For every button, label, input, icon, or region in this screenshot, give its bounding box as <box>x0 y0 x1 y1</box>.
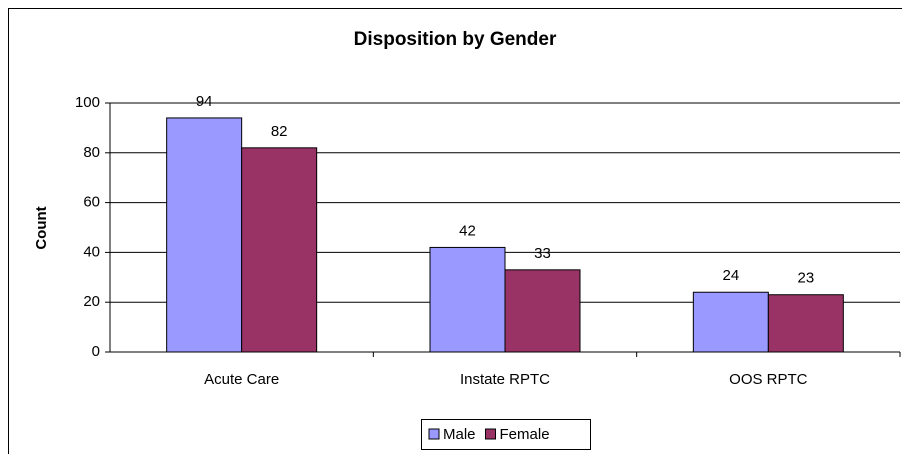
chart-border <box>8 8 902 454</box>
data-label: 82 <box>271 123 288 140</box>
y-axis-title: Count <box>33 206 50 249</box>
x-tick-label: Acute Care <box>204 371 279 388</box>
bar <box>504 269 581 353</box>
x-tick-label: Instate RPTC <box>460 371 550 388</box>
y-tick-label: 0 <box>92 343 100 360</box>
y-tick-label: 20 <box>83 293 100 310</box>
x-tick-label: OOS RPTC <box>729 371 808 388</box>
legend-label: Male <box>443 426 476 443</box>
data-label: 24 <box>722 267 739 284</box>
data-label: 23 <box>797 270 814 287</box>
y-tick-label: 80 <box>83 144 100 161</box>
bar <box>429 246 506 353</box>
legend-swatch <box>485 428 497 440</box>
y-tick-label: 100 <box>75 94 100 111</box>
bar <box>166 117 243 353</box>
bar <box>241 147 318 353</box>
legend-box <box>421 419 591 450</box>
data-label: 42 <box>459 222 476 239</box>
legend-swatch <box>428 428 440 440</box>
data-label: 33 <box>534 245 551 262</box>
y-tick-label: 60 <box>83 194 100 211</box>
bar <box>692 291 769 353</box>
y-tick-label: 40 <box>83 243 100 260</box>
legend-label: Female <box>500 426 550 443</box>
bar <box>767 294 844 353</box>
chart-title: Disposition by Gender <box>354 29 557 50</box>
data-label: 94 <box>196 93 213 110</box>
